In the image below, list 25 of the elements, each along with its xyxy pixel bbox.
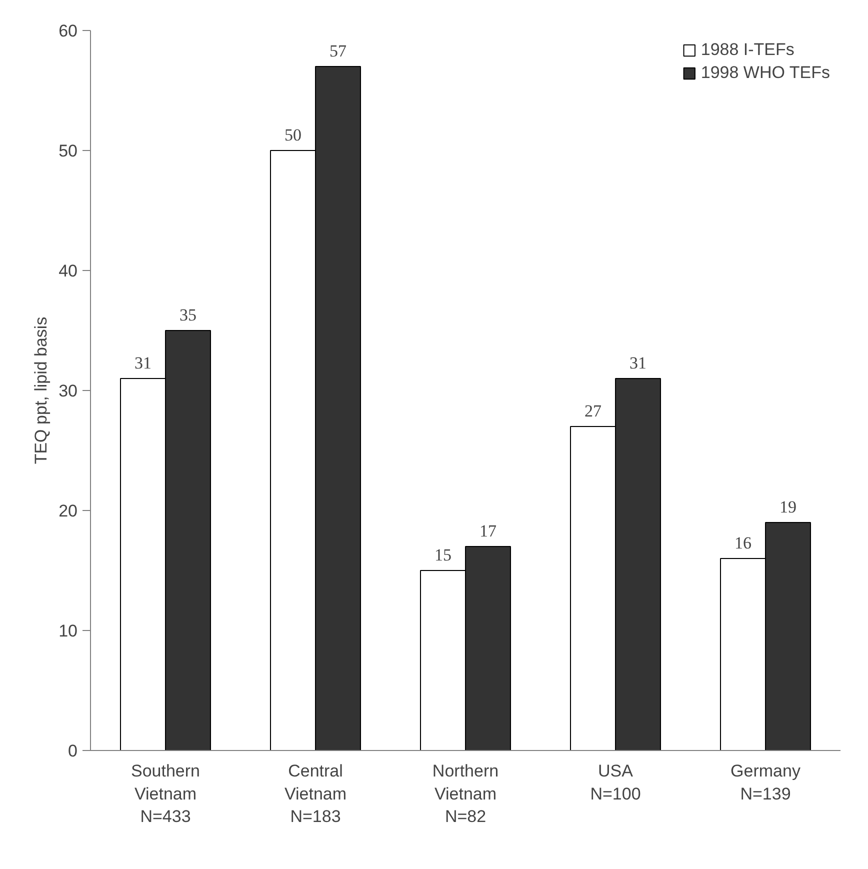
- y-tick-label: 0: [68, 742, 78, 760]
- x-tick-label: Central Vietnam N=183: [284, 762, 347, 826]
- data-label: 16: [734, 534, 752, 552]
- data-label: 27: [584, 402, 602, 420]
- y-tick-label: 20: [58, 502, 78, 520]
- x-tick-label: Southern Vietnam N=433: [131, 762, 200, 826]
- data-label: 50: [284, 126, 302, 144]
- legend-label: 1998 WHO TEFs: [700, 63, 830, 83]
- x-tick-label: USA N=100: [590, 762, 641, 804]
- x-tick-label: Northern Vietnam N=82: [432, 762, 499, 826]
- data-label: 19: [780, 498, 796, 516]
- y-tick-label: 50: [58, 142, 78, 160]
- y-tick-label: 40: [58, 262, 78, 280]
- y-tick-label: 30: [58, 382, 78, 400]
- data-label: 57: [330, 42, 347, 60]
- y-tick-label: 60: [58, 22, 78, 40]
- data-label: 31: [630, 354, 646, 372]
- data-label: 35: [180, 306, 196, 324]
- data-label: 15: [434, 546, 452, 564]
- y-axis-title: TEQ ppt, lipid basis: [32, 316, 51, 464]
- x-tick-label: Germany N=139: [730, 762, 801, 804]
- y-tick-label: 10: [58, 622, 78, 640]
- data-label: 31: [134, 354, 152, 372]
- legend-label: 1988 I-TEFs: [700, 40, 794, 60]
- data-label: 17: [480, 522, 497, 540]
